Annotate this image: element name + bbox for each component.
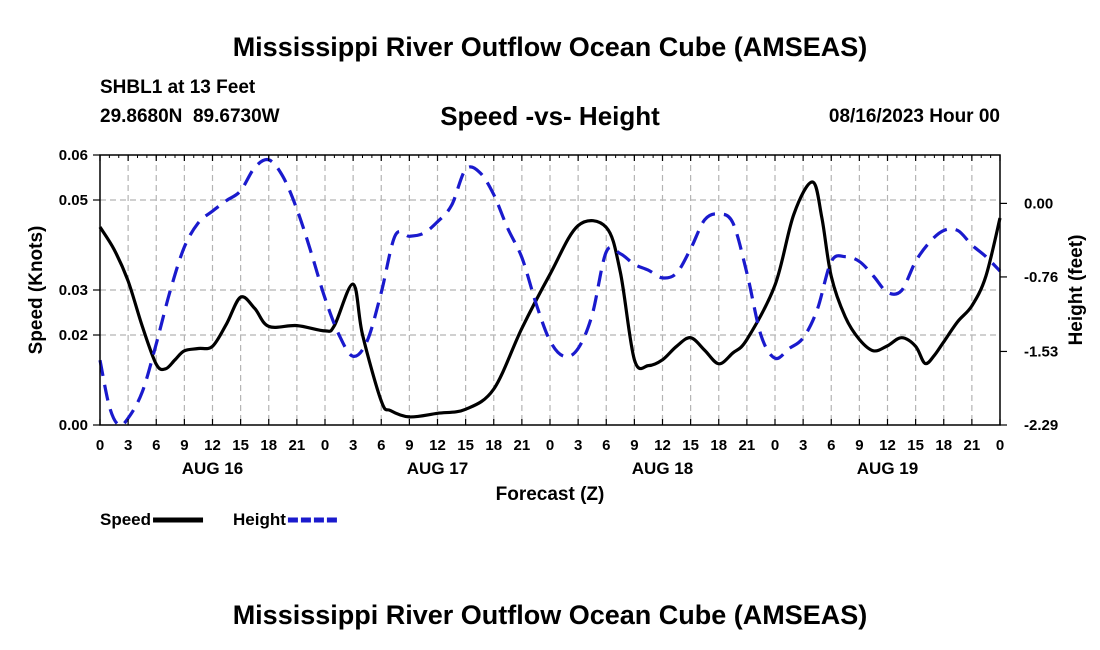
coordinates-label: 29.8680N 89.6730W [100, 106, 280, 127]
x-tick-label: 18 [485, 437, 502, 454]
y2-tick-label: -0.76 [1024, 269, 1058, 286]
grid-lines [100, 155, 1000, 425]
x-tick-label: 3 [124, 437, 132, 454]
y-tick-label: 0.00 [59, 417, 88, 434]
y-tick-label: 0.06 [59, 147, 88, 164]
y2-axis-label: Height (feet) [1066, 235, 1087, 346]
y-tick-label: 0.05 [59, 192, 88, 209]
x-tick-label: 6 [152, 437, 160, 454]
x-tick-label: 15 [682, 437, 699, 454]
x-tick-label: 21 [964, 437, 981, 454]
x-tick-label: 0 [321, 437, 329, 454]
day-label: AUG 17 [407, 459, 468, 478]
y2-tick-label: -2.29 [1024, 417, 1058, 434]
y2-tick-label: -1.53 [1024, 343, 1058, 360]
x-tick-label: 15 [907, 437, 924, 454]
legend-label-speed: Speed [100, 510, 151, 529]
x-tick-label: 18 [935, 437, 952, 454]
chart-subtitle: Speed -vs- Height [440, 101, 660, 131]
x-tick-label: 6 [377, 437, 385, 454]
x-tick-label: 12 [429, 437, 446, 454]
x-tick-label: 9 [405, 437, 413, 454]
series-line-height [98, 157, 1002, 428]
station-label: SHBL1 at 13 Feet [100, 77, 256, 98]
x-tick-label: 18 [260, 437, 277, 454]
x-tick-label: 15 [232, 437, 249, 454]
forecast-datetime: 08/16/2023 Hour 00 [828, 106, 1000, 127]
x-tick-label: 12 [204, 437, 221, 454]
x-tick-label: 9 [630, 437, 638, 454]
legend: Speed Height [100, 510, 338, 529]
page-title: Mississippi River Outflow Ocean Cube (AM… [232, 32, 868, 62]
x-tick-label: 0 [96, 437, 104, 454]
day-label: AUG 16 [182, 459, 243, 478]
legend-label-height: Height [233, 510, 286, 529]
axes: 0 3 6 9 12 15 18 21 0 3 6 9 12 15 18 21 0 3 6 9 12 15 18 21 0 3 6 9… [59, 147, 1058, 478]
y-tick-label: 0.02 [59, 327, 88, 344]
x-tick-label: 21 [289, 437, 306, 454]
x-tick-label: 15 [457, 437, 474, 454]
x-tick-label: 3 [574, 437, 582, 454]
x-tick-label: 0 [996, 437, 1004, 454]
series-layer [98, 157, 1002, 428]
x-tick-label: 9 [180, 437, 188, 454]
day-label: AUG 18 [632, 459, 693, 478]
x-axis-label: Forecast (Z) [496, 484, 605, 505]
x-tick-label: 9 [855, 437, 863, 454]
x-tick-label: 12 [879, 437, 896, 454]
y2-tick-label: 0.00 [1024, 195, 1053, 212]
x-tick-label: 6 [827, 437, 835, 454]
y-axis-label: Speed (Knots) [26, 226, 47, 355]
x-tick-label: 21 [514, 437, 531, 454]
x-tick-label: 21 [739, 437, 756, 454]
x-tick-label: 18 [710, 437, 727, 454]
series-line-speed [98, 180, 1002, 419]
speed-height-chart: 0 3 6 9 12 15 18 21 0 3 6 9 12 15 18 21 0 3 6 9 12 15 18 21 0 3 6 9… [26, 147, 1087, 529]
x-tick-label: 6 [602, 437, 610, 454]
x-tick-label: 12 [654, 437, 671, 454]
y-tick-label: 0.03 [59, 282, 88, 299]
x-tick-label: 0 [771, 437, 779, 454]
x-tick-label: 3 [799, 437, 807, 454]
x-tick-label: 0 [546, 437, 554, 454]
x-tick-label: 3 [349, 437, 357, 454]
day-label: AUG 19 [857, 459, 918, 478]
page-title-repeat: Mississippi River Outflow Ocean Cube (AM… [232, 600, 868, 630]
